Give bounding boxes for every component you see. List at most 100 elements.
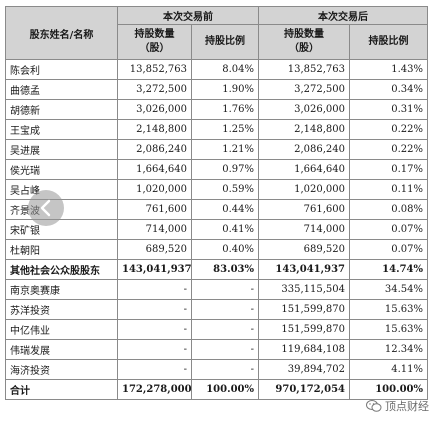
before-ratio-cell: - xyxy=(191,319,259,340)
after-shares-cell: 689,520 xyxy=(258,239,350,260)
after-ratio-cell: 15.63% xyxy=(349,299,428,320)
shareholder-name-cell: 杜朝阳 xyxy=(5,239,118,260)
after-shares-cell: 3,026,000 xyxy=(258,99,350,120)
header-shares-line1: 持股数量 xyxy=(134,29,175,40)
watermark-text: 顶点财经 xyxy=(385,400,429,413)
shareholder-name-cell: 吴占峰 xyxy=(5,179,118,200)
table-row: 南京奥赛康 - -335,115,504 34.54% xyxy=(5,279,428,300)
shareholder-name-cell: 胡德新 xyxy=(5,99,118,120)
table-row: 伟瑞发展 - -119,684,108 12.34% xyxy=(5,339,428,360)
shareholder-name-cell: 王宝成 xyxy=(5,119,118,140)
before-shares-cell: 714,000 xyxy=(117,219,192,240)
before-ratio-cell: 1.76% xyxy=(191,99,259,120)
before-shares-cell: - xyxy=(117,359,192,380)
wechat-icon xyxy=(366,400,382,412)
after-ratio-cell: 0.08% xyxy=(349,199,428,220)
table-body: 陈会利 13,852,763 8.04% 13,852,763 1.43% 曲德孟 3,27… xyxy=(5,59,428,400)
previous-image-button[interactable] xyxy=(28,190,64,226)
after-ratio-cell: 4.11% xyxy=(349,359,428,380)
table-row: 合计 172,278,000 100.00% 970,172,054 100.00% xyxy=(5,379,428,400)
header-after-shares: 持股数量 （股） xyxy=(258,24,350,60)
table-row: 中亿伟业 - -151,599,870 15.63% xyxy=(5,319,428,340)
header-before-ratio: 持股比例 xyxy=(191,24,259,60)
after-ratio-cell: 100.00% xyxy=(349,379,428,400)
header-shares-line2: （股） xyxy=(289,43,319,54)
before-ratio-cell: - xyxy=(191,359,259,380)
before-ratio-cell: 0.40% xyxy=(191,239,259,260)
after-ratio-cell: 0.31% xyxy=(349,99,428,120)
watermark: 顶点财经 xyxy=(366,398,429,414)
after-ratio-cell: 14.74% xyxy=(349,259,428,280)
shareholder-name-cell: 侯光瑞 xyxy=(5,159,118,180)
before-shares-cell: 143,041,937 xyxy=(117,259,192,280)
header-shareholder-name: 股东姓名/名称 xyxy=(5,6,118,60)
before-ratio-cell: 100.00% xyxy=(191,379,259,400)
before-shares-cell: 1,020,000 xyxy=(117,179,192,200)
header-before-shares: 持股数量 （股） xyxy=(117,24,192,60)
before-shares-cell: 689,520 xyxy=(117,239,192,260)
before-shares-cell: - xyxy=(117,319,192,340)
after-shares-cell: 761,600 xyxy=(258,199,350,220)
before-shares-cell: 13,852,763 xyxy=(117,59,192,80)
after-ratio-cell: 0.22% xyxy=(349,119,428,140)
after-ratio-cell: 0.17% xyxy=(349,159,428,180)
shareholder-name-cell: 合计 xyxy=(5,379,118,400)
header-after-ratio: 持股比例 xyxy=(349,24,428,60)
before-shares-cell: 761,600 xyxy=(117,199,192,220)
after-shares-cell: 151,599,870 xyxy=(258,319,350,340)
after-shares-cell: 39,894,702 xyxy=(258,359,350,380)
after-shares-cell: 2,148,800 xyxy=(258,119,350,140)
table-row: 曲德孟 3,272,500 1.90% 3,272,500 0.34% xyxy=(5,79,428,100)
before-ratio-cell: 0.97% xyxy=(191,159,259,180)
after-shares-cell: 3,272,500 xyxy=(258,79,350,100)
after-shares-cell: 13,852,763 xyxy=(258,59,350,80)
header-shares-line2: （股） xyxy=(139,43,170,54)
after-shares-cell: 143,041,937 xyxy=(258,259,350,280)
shareholder-name-cell: 吴进展 xyxy=(5,139,118,160)
before-shares-cell: 3,026,000 xyxy=(117,99,192,120)
table-row: 齐景波 761,600 0.44% 761,600 0.08% xyxy=(5,199,428,220)
table-row: 苏洋投资 - -151,599,870 15.63% xyxy=(5,299,428,320)
table-row: 王宝成 2,148,800 1.25% 2,148,800 0.22% xyxy=(5,119,428,140)
table-row: 吴占峰 1,020,000 0.59% 1,020,000 0.11% xyxy=(5,179,428,200)
shareholder-name-cell: 曲德孟 xyxy=(5,79,118,100)
table-row: 其他社会公众股股东 143,041,937 83.03% 143,041,937 14.… xyxy=(5,259,428,280)
before-shares-cell: 2,086,240 xyxy=(117,139,192,160)
before-ratio-cell: 1.21% xyxy=(191,139,259,160)
table-row: 侯光瑞 1,664,640 0.97% 1,664,640 0.17% xyxy=(5,159,428,180)
before-shares-cell: - xyxy=(117,339,192,360)
shareholder-name-cell: 其他社会公众股股东 xyxy=(5,259,118,280)
shareholder-name-cell: 海济投资 xyxy=(5,359,118,380)
before-shares-cell: 2,148,800 xyxy=(117,119,192,140)
before-shares-cell: 1,664,640 xyxy=(117,159,192,180)
table-row: 杜朝阳 689,520 0.40% 689,520 0.07% xyxy=(5,239,428,260)
after-ratio-cell: 0.34% xyxy=(349,79,428,100)
chevron-left-icon xyxy=(40,199,51,217)
after-shares-cell: 335,115,504 xyxy=(258,279,350,300)
shareholder-name-cell: 宋矿银 xyxy=(5,219,118,240)
table-row: 吴进展 2,086,240 1.21% 2,086,240 0.22% xyxy=(5,139,428,160)
before-shares-cell: 3,272,500 xyxy=(117,79,192,100)
shareholder-name-cell: 中亿伟业 xyxy=(5,319,118,340)
after-shares-cell: 714,000 xyxy=(258,219,350,240)
before-ratio-cell: - xyxy=(191,299,259,320)
shareholder-name-cell: 伟瑞发展 xyxy=(5,339,118,360)
after-shares-cell: 2,086,240 xyxy=(258,139,350,160)
before-ratio-cell: 8.04% xyxy=(191,59,259,80)
after-ratio-cell: 0.07% xyxy=(349,239,428,260)
before-shares-cell: - xyxy=(117,299,192,320)
before-ratio-cell: - xyxy=(191,339,259,360)
shareholding-table: 股东姓名/名称 本次交易前 本次交易后 持股数量 （股） 持股比例 持股数量 （… xyxy=(5,6,428,400)
before-ratio-cell: 0.44% xyxy=(191,199,259,220)
after-ratio-cell: 15.63% xyxy=(349,319,428,340)
header-before-transaction: 本次交易前 xyxy=(117,6,259,25)
shareholding-table-container: 股东姓名/名称 本次交易前 本次交易后 持股数量 （股） 持股比例 持股数量 （… xyxy=(5,6,428,400)
table-row: 陈会利 13,852,763 8.04% 13,852,763 1.43% xyxy=(5,59,428,80)
before-ratio-cell: 1.90% xyxy=(191,79,259,100)
before-ratio-cell: - xyxy=(191,279,259,300)
after-shares-cell: 970,172,054 xyxy=(258,379,350,400)
after-ratio-cell: 34.54% xyxy=(349,279,428,300)
before-ratio-cell: 1.25% xyxy=(191,119,259,140)
header-shares-line1: 持股数量 xyxy=(284,29,324,40)
before-ratio-cell: 0.41% xyxy=(191,219,259,240)
